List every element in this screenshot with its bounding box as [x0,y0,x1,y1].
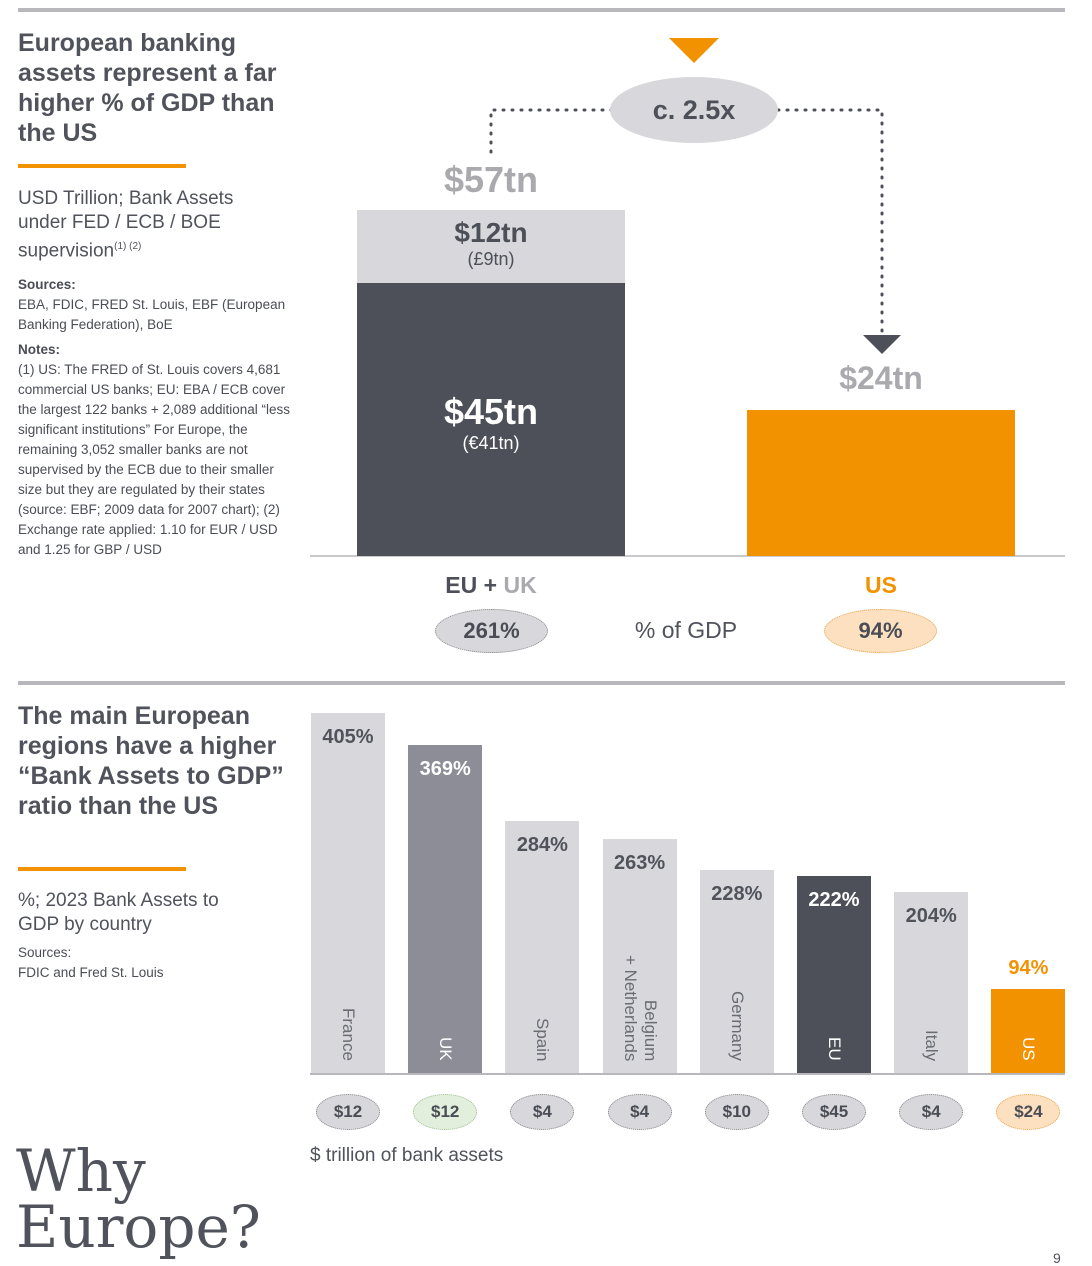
asset-value-pill: $24 [996,1094,1061,1130]
multiplier-ellipse [610,77,778,143]
eu-total-label: $57tn [443,159,539,200]
bar-us [747,410,1015,556]
asset-value-pill: $4 [510,1094,575,1130]
uk-value-label: $12tn [454,217,528,248]
section1-title: European banking assets represent a far … [18,29,277,147]
country-bar [311,713,385,1073]
gdp-label: % of GDP [634,617,738,643]
top-rule [18,8,1065,12]
country-value-label: 228% [711,883,763,906]
asset-value-pill: $4 [899,1094,964,1130]
eu-uk-axis-label: EU + UK [445,572,537,598]
eu-local-label: (€41tn) [462,433,520,453]
section2-sources: Sources: FDIC and Fred St. Louis [18,943,258,983]
us-gdp-pill: 94% [824,609,937,653]
us-total-label: $24tn [839,360,923,396]
country-value-label: 94% [1008,957,1049,980]
asset-value-pill: $45 [802,1094,866,1130]
notes-label: Notes: [18,342,61,357]
asset-value-pill: $12 [413,1094,478,1130]
asset-value-pill: $4 [607,1094,672,1130]
country-value-label: 204% [905,904,957,927]
country-category-label: Germany [727,991,747,1061]
country-bar [894,891,969,1073]
multiplier-label: c. 2.5x [652,95,736,125]
country-bar [408,745,483,1073]
country-value-label: 369% [419,758,471,780]
country-category-label: US [1019,1037,1039,1061]
country-bar [602,839,677,1073]
country-bar [797,875,871,1073]
section1-subtitle: USD Trillion; Bank Assets under FED / EC… [18,188,234,262]
country-bar [699,870,774,1073]
arrow-down-icon [863,335,901,354]
bar-uk-segment [357,210,625,283]
section2-subtitle: %; 2023 Bank Assets to GDP by country [18,890,219,935]
section2-title: The main European regions have a higher … [18,702,284,820]
page-number: 9 [1053,1250,1061,1266]
bar-eu-segment [357,282,625,556]
country-category-label: UK [436,1037,456,1061]
section1-notes: Notes: (1) US: The FRED of St. Louis cov… [18,340,300,560]
sources-label: Sources: [18,277,76,292]
country-bar-chart: 405% France $12 369% UK $12 284% Spain $4 263% Bel… [311,713,1066,1130]
chart1-connector [310,38,1065,557]
eu-gdp-pill: 261% [435,609,548,653]
assets-caption: $ trillion of bank assets [310,1145,504,1166]
country-category-label: Italy [922,1030,942,1062]
notes-text: (1) US: The FRED of St. Louis covers 4,6… [18,362,291,557]
country-category-label: Belgium + Netherlands [620,955,660,1062]
pointer-triangle [669,38,719,63]
country-value-label: 284% [516,833,568,856]
asset-value-pill: $12 [316,1094,380,1130]
country-value-label: 405% [322,726,374,748]
sources-text: EBA, FDIC, FRED St. Louis, EBF (European… [18,297,286,332]
section1-sources: Sources: EBA, FDIC, FRED St. Louis, EBF … [18,275,303,335]
sources-label-2: Sources: [18,945,72,960]
country-value-label: 263% [614,852,666,875]
us-axis-label: US [865,572,897,598]
country-category-label: France [339,1008,358,1061]
country-category-label: Spain [533,1018,553,1062]
country-bar [991,989,1066,1073]
uk-local-label: (£9tn) [467,249,515,269]
country-category-label: EU [825,1037,844,1061]
sources-text-2: FDIC and Fred St. Louis [18,965,164,980]
chart2-baseline [310,1073,1065,1075]
mid-rule [18,681,1065,685]
country-bar [505,820,580,1073]
connector-right [776,108,884,335]
asset-value-pill: $10 [704,1094,769,1130]
eu-value-label: $45tn [443,391,539,432]
country-value-label: 222% [808,888,860,911]
section2-accent-rule [18,867,186,871]
brand-logo: Why Europe? [16,1137,261,1261]
section1-accent-rule [18,164,186,168]
